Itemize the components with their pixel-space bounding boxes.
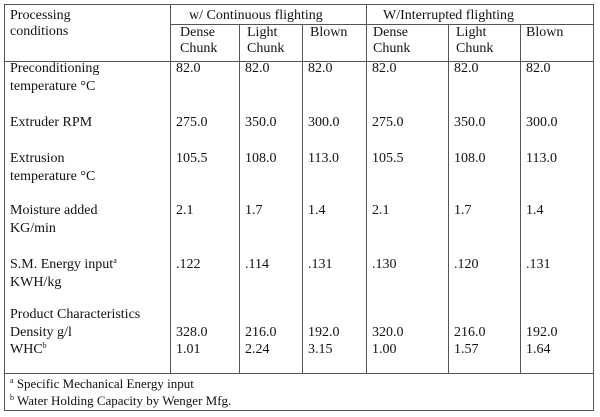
col-divider bbox=[239, 24, 240, 373]
footnote-text: Specific Mechanical Energy input bbox=[16, 376, 194, 391]
cell: 108.0 bbox=[245, 151, 277, 166]
col-header-chunk-2: Chunk bbox=[247, 41, 285, 56]
footnote-mark: b bbox=[10, 393, 14, 402]
footnote-marker: b bbox=[42, 341, 47, 350]
cell: 105.5 bbox=[372, 151, 404, 166]
col-divider bbox=[302, 24, 303, 373]
cell: 82.0 bbox=[308, 61, 333, 76]
cell: .130 bbox=[372, 257, 397, 272]
cell: 300.0 bbox=[308, 115, 340, 130]
row-label-density: Density g/l bbox=[10, 325, 72, 340]
row-label-text: S.M. Energy input bbox=[10, 257, 114, 272]
row-label-unit: temperature °C bbox=[10, 79, 96, 94]
row-label: Extruder RPM bbox=[10, 115, 93, 130]
cell: 2.1 bbox=[176, 203, 194, 218]
cell: 216.0 bbox=[454, 325, 486, 340]
cell: 1.4 bbox=[308, 203, 326, 218]
header-bottom-rule bbox=[5, 61, 593, 62]
cell: 1.00 bbox=[372, 342, 397, 357]
cell: 1.57 bbox=[454, 342, 479, 357]
row-label-text: WHC bbox=[10, 342, 43, 357]
footnote-marker: a bbox=[113, 256, 117, 265]
cell: 328.0 bbox=[176, 325, 208, 340]
col-header-light-1: Light bbox=[247, 25, 278, 40]
col-header-blown-1: Blown bbox=[310, 25, 348, 40]
cell: .114 bbox=[245, 257, 269, 272]
cell: .131 bbox=[526, 257, 551, 272]
cell: 2.24 bbox=[245, 342, 270, 357]
col-header-light-2: Light bbox=[456, 25, 487, 40]
footnote-text: Water Holding Capacity by Wenger Mfg. bbox=[17, 393, 232, 408]
cell: 300.0 bbox=[526, 115, 558, 130]
processing-header: Processing bbox=[10, 8, 71, 23]
col-divider bbox=[448, 24, 449, 373]
cell: 275.0 bbox=[176, 115, 208, 130]
cell: 350.0 bbox=[245, 115, 277, 130]
row-label: Extrusion bbox=[10, 151, 65, 166]
cell: 108.0 bbox=[454, 151, 486, 166]
cell: 1.64 bbox=[526, 342, 551, 357]
col-header-dense-2: Dense bbox=[373, 25, 408, 40]
cell: 350.0 bbox=[454, 115, 486, 130]
row-label-whc: WHCb bbox=[10, 342, 47, 358]
table-bottom-rule bbox=[5, 373, 593, 374]
cell: 275.0 bbox=[372, 115, 404, 130]
cell: 1.01 bbox=[176, 342, 201, 357]
cell: 105.5 bbox=[176, 151, 208, 166]
cell: .131 bbox=[308, 257, 333, 272]
footnote-b: b Water Holding Capacity by Wenger Mfg. bbox=[10, 393, 231, 409]
row-label: Preconditioning bbox=[10, 61, 100, 76]
cell: 1.4 bbox=[526, 203, 544, 218]
cell: 320.0 bbox=[372, 325, 404, 340]
col-divider bbox=[170, 5, 171, 373]
col-header-blown-2: Blown bbox=[526, 25, 564, 40]
col-header-dense-1: Dense bbox=[180, 25, 215, 40]
footnote-mark: a bbox=[10, 376, 14, 385]
cell: 113.0 bbox=[526, 151, 557, 166]
continuous-flighting-header: w/ Continuous flighting bbox=[189, 8, 323, 23]
cell: .120 bbox=[454, 257, 479, 272]
cell: 2.1 bbox=[372, 203, 390, 218]
col-header-chunk-3: Chunk bbox=[373, 41, 411, 56]
col-header-chunk-4: Chunk bbox=[456, 41, 494, 56]
cell: 1.7 bbox=[245, 203, 263, 218]
col-divider bbox=[366, 5, 367, 373]
cell: 113.0 bbox=[308, 151, 339, 166]
cell: 192.0 bbox=[526, 325, 558, 340]
footnote-a: a Specific Mechanical Energy input bbox=[10, 376, 194, 392]
col-divider bbox=[520, 24, 521, 373]
cell: 1.7 bbox=[454, 203, 472, 218]
cell: .122 bbox=[176, 257, 201, 272]
cell: 192.0 bbox=[308, 325, 340, 340]
cell: 82.0 bbox=[454, 61, 479, 76]
cell: 82.0 bbox=[526, 61, 551, 76]
row-label-unit: KWH/kg bbox=[10, 275, 62, 290]
col-header-chunk-1: Chunk bbox=[180, 41, 218, 56]
row-label: Product Characteristics bbox=[10, 307, 141, 322]
cell: 82.0 bbox=[372, 61, 397, 76]
group-header-rule bbox=[170, 24, 594, 25]
interrupted-flighting-header: W/Interrupted flighting bbox=[383, 8, 515, 23]
cell: 82.0 bbox=[176, 61, 201, 76]
cell: 3.15 bbox=[308, 342, 333, 357]
row-label: S.M. Energy inputa bbox=[10, 257, 117, 273]
row-label: Moisture added bbox=[10, 203, 98, 218]
processing-conditions-table: Processing conditions w/ Continuous flig… bbox=[4, 4, 594, 411]
row-label-unit: KG/min bbox=[10, 221, 56, 236]
row-label-unit: temperature °C bbox=[10, 169, 96, 184]
cell: 216.0 bbox=[245, 325, 277, 340]
cell: 82.0 bbox=[245, 61, 270, 76]
conditions-header: conditions bbox=[10, 24, 69, 39]
